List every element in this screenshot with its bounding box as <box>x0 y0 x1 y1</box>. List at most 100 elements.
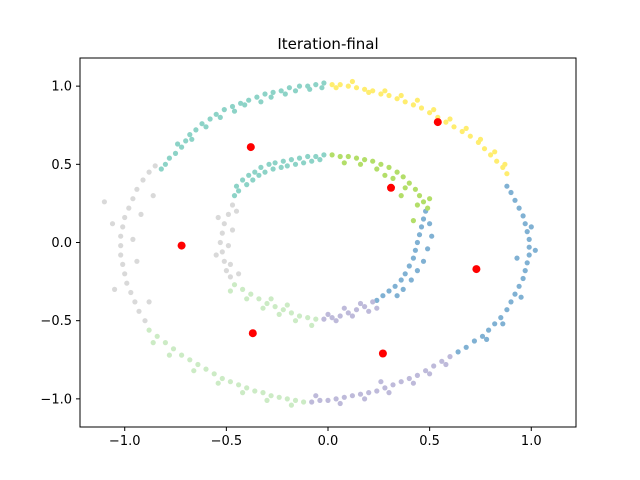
data-point <box>256 296 262 302</box>
data-point <box>484 336 490 342</box>
data-point <box>524 229 530 235</box>
data-point <box>349 313 355 319</box>
data-point <box>280 158 286 164</box>
data-point <box>357 300 364 307</box>
x-tick-label: 0.0 <box>318 434 339 449</box>
data-point <box>122 271 128 277</box>
data-point <box>526 244 532 250</box>
data-point <box>459 128 465 135</box>
data-point <box>146 327 152 333</box>
data-point <box>270 166 276 172</box>
data-point <box>221 107 227 113</box>
data-point <box>217 114 223 120</box>
data-point <box>254 94 260 100</box>
data-point <box>219 230 225 236</box>
data-point <box>518 294 524 300</box>
data-point <box>410 255 416 261</box>
data-point <box>150 193 156 199</box>
data-point <box>414 268 420 274</box>
data-point <box>130 236 136 242</box>
data-point <box>233 208 240 214</box>
data-point <box>118 243 124 249</box>
data-point <box>431 363 437 369</box>
data-point <box>398 193 404 199</box>
data-point <box>488 152 494 158</box>
data-point <box>309 322 315 328</box>
data-point <box>414 372 420 378</box>
data-point <box>252 388 258 394</box>
data-point <box>390 175 396 181</box>
data-point <box>353 155 360 161</box>
data-point <box>219 375 225 382</box>
data-point <box>463 344 469 350</box>
data-point <box>262 91 268 97</box>
data-point <box>231 108 238 114</box>
data-point <box>420 199 427 205</box>
data-point <box>394 96 400 102</box>
data-point <box>240 286 246 292</box>
data-point <box>236 271 242 277</box>
data-point <box>321 80 327 86</box>
data-point <box>313 82 319 88</box>
data-point <box>152 163 158 169</box>
data-point <box>319 85 325 91</box>
data-point <box>402 271 408 277</box>
data-point <box>416 232 423 238</box>
data-point <box>378 379 384 385</box>
data-point <box>229 103 236 110</box>
data-point <box>406 180 412 186</box>
data-point <box>240 390 246 396</box>
data-point <box>134 186 140 192</box>
data-point <box>370 299 376 305</box>
data-point <box>392 283 398 289</box>
data-point <box>142 318 148 324</box>
data-point <box>118 233 124 239</box>
data-point <box>378 161 384 167</box>
data-point <box>366 390 372 396</box>
data-point <box>317 157 323 163</box>
data-point <box>183 138 189 144</box>
data-point <box>406 375 412 382</box>
data-point <box>443 119 449 125</box>
data-point <box>262 169 268 175</box>
data-point <box>189 136 195 142</box>
data-point <box>309 158 315 164</box>
data-point <box>264 300 270 307</box>
data-point <box>112 286 118 292</box>
data-point <box>398 92 404 99</box>
data-point <box>292 88 299 94</box>
data-point <box>492 321 498 327</box>
data-point <box>268 296 274 302</box>
data-point <box>386 164 392 170</box>
data-point <box>150 340 156 346</box>
data-point <box>221 221 227 227</box>
data-point <box>431 107 437 113</box>
data-point <box>333 85 339 91</box>
data-point <box>258 164 264 170</box>
data-point <box>353 307 360 313</box>
data-point <box>345 83 351 89</box>
data-point <box>203 124 209 130</box>
data-point <box>203 366 209 372</box>
data-point <box>386 92 392 99</box>
data-point <box>526 252 532 258</box>
axes: −1.0 −0.5 0.0 0.5 1.0 −1.0 −0.5 0.0 0.5 1.0 <box>40 57 577 449</box>
data-point <box>418 224 425 230</box>
data-point <box>301 160 307 166</box>
data-point <box>307 86 313 92</box>
data-point <box>207 116 213 122</box>
data-point <box>313 393 319 399</box>
data-point <box>199 121 205 127</box>
y-tick-label: −1.0 <box>40 392 72 407</box>
data-point <box>402 99 408 105</box>
data-point <box>120 224 126 230</box>
data-point <box>213 252 219 258</box>
data-point <box>374 297 380 303</box>
y-tick-label: 0.0 <box>51 236 72 251</box>
data-point <box>231 193 238 199</box>
data-point <box>329 152 335 158</box>
data-point <box>292 318 299 324</box>
data-point <box>532 247 538 253</box>
data-point <box>288 157 294 163</box>
